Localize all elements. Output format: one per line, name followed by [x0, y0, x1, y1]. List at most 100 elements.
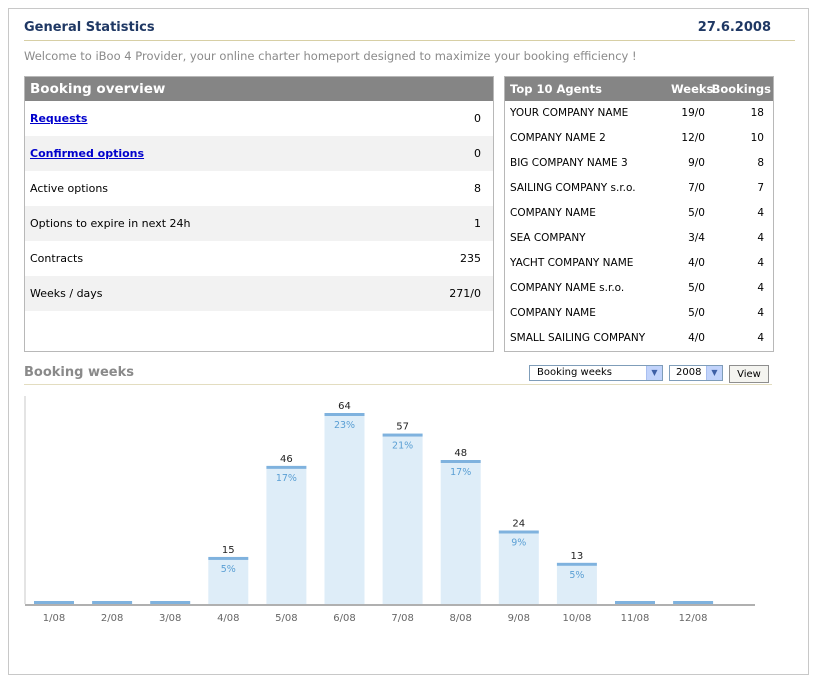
chart-bar	[208, 559, 249, 604]
agent-weeks: 4/0	[688, 257, 705, 269]
agent-bookings: 4	[757, 307, 764, 319]
chart-percent-label: 17%	[450, 467, 471, 478]
overview-row-confirmed-options: Confirmed options 0	[25, 136, 493, 171]
agent-weeks: 19/0	[681, 107, 705, 119]
overview-row-active-options: Active options 8	[25, 171, 493, 206]
chart-bar-top	[556, 562, 597, 566]
chevron-down-icon[interactable]: ▼	[706, 366, 722, 380]
chart-value-label: 48	[454, 448, 467, 459]
agent-row: BIG COMPANY NAME 3 9/0 8	[505, 151, 773, 176]
agent-name: YACHT COMPANY NAME	[510, 257, 634, 269]
chart-category-label: 5/08	[275, 613, 297, 624]
agent-row: COMPANY NAME 5/0 4	[505, 201, 773, 226]
confirmed-options-value: 0	[474, 147, 481, 160]
active-options-label: Active options	[30, 182, 109, 195]
overview-row-options-expire: Options to expire in next 24h 1	[25, 206, 493, 241]
chart-value-label: 24	[512, 519, 525, 530]
booking-weeks-divider	[24, 384, 772, 385]
chart-bar	[324, 416, 365, 604]
chart-category-label: 4/08	[217, 613, 239, 624]
agent-bookings: 4	[757, 207, 764, 219]
chart-percent-label: 5%	[569, 570, 584, 581]
overview-row-contracts: Contracts 235	[25, 241, 493, 276]
top-agents-header: Top 10 Agents Weeks Bookings	[505, 77, 773, 101]
agent-bookings: 8	[757, 157, 764, 169]
booking-weeks-chart: 1/08 2/08 3/08 15 5% 4/08 46 17% 5/08 64 23% 6/08 57…	[24, 396, 755, 624]
chart-percent-label: 23%	[334, 420, 355, 431]
agent-name: YOUR COMPANY NAME	[510, 107, 629, 119]
agent-weeks: 4/0	[688, 332, 705, 344]
chart-value-label: 13	[571, 551, 584, 562]
agent-weeks: 5/0	[688, 207, 705, 219]
chart-bar-top	[266, 465, 307, 469]
chart-bar	[440, 463, 481, 604]
agent-weeks: 5/0	[688, 307, 705, 319]
chart-category-label: 8/08	[449, 613, 471, 624]
year-select-value: 2008	[676, 367, 702, 378]
chart-bar-top	[150, 601, 191, 604]
agent-name: COMPANY NAME 2	[510, 132, 606, 144]
active-options-value: 8	[474, 182, 481, 195]
page-frame	[8, 8, 809, 675]
agent-bookings: 7	[757, 182, 764, 194]
contracts-label: Contracts	[30, 252, 84, 265]
weeks-days-value: 271/0	[449, 287, 481, 300]
chart-value-label: 15	[222, 545, 235, 556]
chart-bar	[382, 436, 423, 604]
welcome-text: Welcome to iBoo 4 Provider, your online …	[24, 49, 637, 63]
chart-category-label: 10/08	[562, 613, 591, 624]
chart-category-label: 12/08	[679, 613, 708, 624]
chart-value-label: 57	[396, 422, 409, 433]
agent-name: SMALL SAILING COMPANY	[510, 332, 646, 344]
chart-bar-top	[382, 433, 423, 437]
agent-name: BIG COMPANY NAME 3	[510, 157, 628, 169]
booking-weeks-title: Booking weeks	[24, 365, 134, 380]
page-date: 27.6.2008	[697, 20, 771, 35]
chart-bar-top	[615, 601, 655, 604]
agent-weeks: 5/0	[688, 282, 705, 294]
agent-row: SEA COMPANY 3/4 4	[505, 226, 773, 251]
metric-select-value: Booking weeks	[537, 367, 613, 378]
agent-row: SAILING COMPANY s.r.o. 7/0 7	[505, 176, 773, 201]
agent-bookings: 4	[757, 332, 764, 344]
requests-value: 0	[474, 112, 481, 125]
chart-value-label: 46	[280, 454, 293, 465]
year-select[interactable]: 2008 ▼	[669, 365, 723, 381]
agent-bookings: 10	[750, 132, 764, 144]
chart-bar-top	[498, 530, 539, 534]
agent-name: COMPANY NAME	[510, 207, 596, 219]
chart-value-label: 64	[338, 401, 351, 412]
agent-name: SEA COMPANY	[510, 232, 586, 244]
chart-bar-top	[673, 601, 714, 604]
chart-category-label: 1/08	[43, 613, 65, 624]
agent-name: COMPANY NAME s.r.o.	[510, 282, 625, 294]
chart-category-label: 11/08	[621, 613, 650, 624]
agent-weeks: 3/4	[688, 232, 705, 244]
chart-percent-label: 5%	[221, 564, 236, 575]
page-header: General Statistics 27.6.2008	[24, 20, 795, 41]
agent-name: SAILING COMPANY s.r.o.	[510, 182, 636, 194]
weeks-days-label: Weeks / days	[30, 287, 103, 300]
agents-header-bookings: Bookings	[711, 82, 771, 96]
agent-row: COMPANY NAME 5/0 4	[505, 301, 773, 326]
chart-percent-label: 17%	[276, 473, 297, 484]
agent-row: SMALL SAILING COMPANY 4/0 4	[505, 326, 773, 351]
agent-row: YOUR COMPANY NAME 19/0 18	[505, 101, 773, 126]
chart-bar	[498, 533, 539, 604]
agent-bookings: 4	[757, 257, 764, 269]
requests-link[interactable]: Requests	[30, 112, 88, 125]
chart-x-axis	[25, 604, 755, 606]
chart-category-label: 9/08	[508, 613, 530, 624]
chart-bar-top	[440, 460, 481, 463]
agent-row: COMPANY NAME s.r.o. 5/0 4	[505, 276, 773, 301]
metric-select[interactable]: Booking weeks ▼	[529, 365, 663, 381]
agent-weeks: 12/0	[681, 132, 705, 144]
agent-row: COMPANY NAME 2 12/0 10	[505, 126, 773, 151]
confirmed-options-link[interactable]: Confirmed options	[30, 147, 145, 160]
booking-overview-panel: Booking overview Requests 0 Confirmed op…	[24, 76, 494, 352]
contracts-value: 235	[460, 252, 481, 265]
chevron-down-icon[interactable]: ▼	[646, 366, 662, 380]
view-button[interactable]: View	[729, 365, 769, 383]
chart-bar	[556, 565, 597, 604]
chart-category-label: 6/08	[333, 613, 355, 624]
